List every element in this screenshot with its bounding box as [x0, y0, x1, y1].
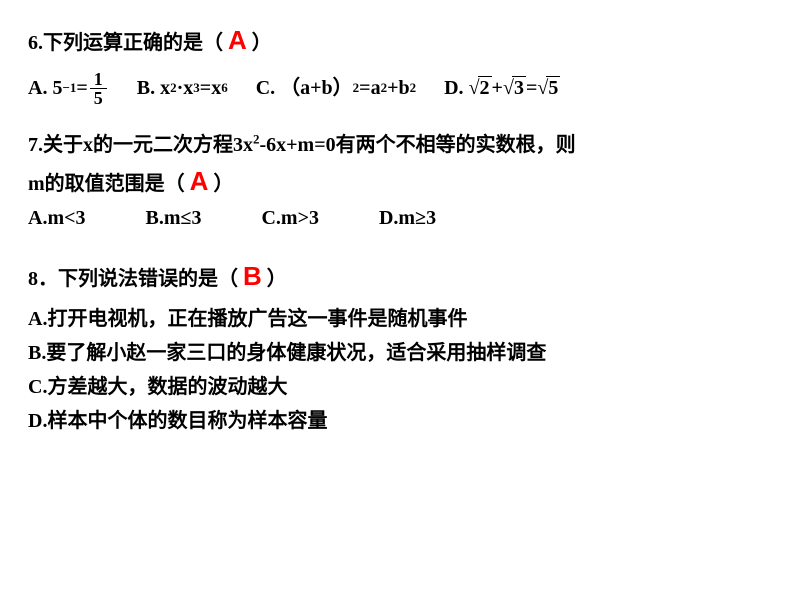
q7-l1-mid: -6x+m=0有两个不相等的实数根，则 — [260, 134, 576, 156]
q8-stem: 8．下列说法错误的是（ B ） — [28, 256, 772, 298]
sqrt-icon: √2 — [469, 72, 492, 104]
q8-answer: B — [243, 261, 262, 291]
question-8: 8．下列说法错误的是（ B ） A.打开电视机，正在播放广告这一事件是随机事件 … — [28, 256, 772, 438]
q7-opt-b: B.m≤3 — [146, 202, 202, 234]
opt-c-1: C. （a+b） — [256, 72, 353, 104]
denominator: 5 — [90, 89, 107, 107]
q8-opt-b: B.要了解小赵一家三口的身体健康状况，适合采用抽样调查 — [28, 336, 772, 370]
opt-b-mid: ·x — [177, 72, 194, 104]
q6-opt-a: A. 5−1 = 1 5 — [28, 70, 109, 107]
opt-a-eq: = — [76, 72, 87, 104]
opt-c-mid2: +b — [387, 72, 410, 104]
q7-opt-c: C.m>3 — [261, 202, 319, 234]
radicand-1: 2 — [478, 76, 492, 99]
q7-answer: A — [190, 166, 209, 196]
opt-a-base: 5 — [52, 72, 62, 104]
plus: + — [492, 72, 503, 104]
sqrt-icon: √3 — [503, 72, 526, 104]
q6-opt-d: D. √2 + √3 = √5 — [444, 72, 560, 104]
q8-stem-post: ） — [267, 268, 287, 290]
q7-l2-post: ） — [213, 173, 233, 195]
equals: = — [526, 72, 537, 104]
opt-label: A. — [28, 72, 47, 104]
question-7: 7.关于x的一元二次方程3x2-6x+m=0有两个不相等的实数根，则 m的取值范… — [28, 129, 772, 235]
q7-l2-pre: m的取值范围是（ — [28, 173, 185, 195]
q6-options: A. 5−1 = 1 5 B. x2 ·x3=x6 C. （a+b）2=a2+b… — [28, 70, 772, 107]
q6-opt-c: C. （a+b）2=a2+b2 — [256, 72, 416, 104]
q8-options: A.打开电视机，正在播放广告这一事件是随机事件 B.要了解小赵一家三口的身体健康… — [28, 302, 772, 438]
q8-opt-a: A.打开电视机，正在播放广告这一事件是随机事件 — [28, 302, 772, 336]
sqrt-icon: √5 — [537, 72, 560, 104]
q6-stem-post: ） — [252, 32, 272, 54]
q7-options: A.m<3 B.m≤3 C.m>3 D.m≥3 — [28, 202, 772, 234]
question-6: 6.下列运算正确的是（ A ） A. 5−1 = 1 5 B. x2 ·x3=x… — [28, 20, 772, 107]
q8-opt-c: C.方差越大，数据的波动越大 — [28, 370, 772, 404]
q6-stem-pre: 6.下列运算正确的是（ — [28, 32, 223, 54]
opt-c-mid: =a — [359, 72, 380, 104]
numerator: 1 — [90, 70, 107, 89]
opt-b-1: B. x — [137, 72, 170, 104]
q8-stem-pre: 8．下列说法错误的是（ — [28, 268, 238, 290]
radicand-2: 3 — [512, 76, 526, 99]
opt-d-label: D. — [444, 72, 463, 104]
fraction: 1 5 — [90, 70, 107, 107]
q7-opt-a: A.m<3 — [28, 202, 86, 234]
radicand-3: 5 — [546, 76, 560, 99]
q6-opt-b: B. x2 ·x3=x6 — [137, 72, 228, 104]
q8-opt-d: D.样本中个体的数目称为样本容量 — [28, 404, 772, 438]
opt-b-eq: =x — [200, 72, 221, 104]
q6-stem: 6.下列运算正确的是（ A ） — [28, 20, 772, 62]
q7-stem: 7.关于x的一元二次方程3x2-6x+m=0有两个不相等的实数根，则 m的取值范… — [28, 129, 772, 203]
q7-opt-d: D.m≥3 — [379, 202, 436, 234]
q7-l1-pre: 7.关于x的一元二次方程3x — [28, 134, 253, 156]
q6-answer: A — [228, 25, 247, 55]
